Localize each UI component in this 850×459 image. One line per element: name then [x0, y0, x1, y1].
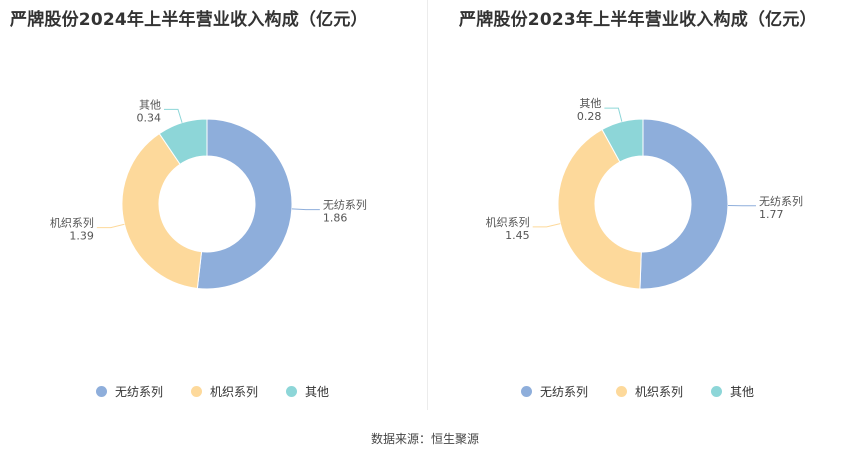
donut-slice-other[interactable] [158, 118, 208, 165]
slice-value-label-wufang: 1.77 [759, 208, 784, 221]
legend-item-wufang[interactable]: 无纺系列 [95, 383, 163, 400]
slice-category-label-jizhi: 机织系列 [486, 215, 530, 229]
slice-value-label-jizhi: 1.39 [69, 230, 94, 243]
leader-line-jizhi [532, 223, 561, 228]
legend-item-other[interactable]: 其他 [286, 383, 329, 400]
legend-label-jizhi: 机织系列 [209, 385, 258, 399]
legend-label-wufang: 无纺系列 [114, 385, 163, 399]
legend-item-other[interactable]: 其他 [711, 383, 754, 400]
legend-dot-jizhi [615, 386, 627, 397]
slice-category-label-wufang: 无纺系列 [323, 198, 367, 212]
slice-value-label-wufang: 1.86 [323, 212, 348, 225]
legend-item-jizhi[interactable]: 机织系列 [615, 383, 683, 400]
leader-line-other [163, 108, 183, 123]
slice-category-label-wufang: 无纺系列 [759, 194, 803, 208]
legend-dot-other [711, 386, 722, 397]
donut-slice-jizhi[interactable] [121, 132, 203, 290]
legend-2024: 无纺系列 机织系列 其他 [0, 383, 425, 400]
slice-category-label-jizhi: 机织系列 [50, 216, 94, 230]
chart-title-2024: 严牌股份2024年上半年营业收入构成（亿元） [10, 10, 368, 30]
data-source: 数据来源：恒生聚源 [370, 432, 479, 446]
legend-dot-jizhi [190, 386, 202, 397]
slice-value-label-other: 0.28 [577, 110, 602, 123]
legend-dot-other [286, 386, 297, 397]
chart-panel-2023: 严牌股份2023年上半年营业收入构成（亿元） 无纺系列 1.77 机织系列 1.45 其… [425, 0, 850, 410]
legend-label-jizhi: 机织系列 [634, 385, 683, 399]
chart-title-2023: 严牌股份2023年上半年营业收入构成（亿元） [459, 10, 817, 30]
slice-value-label-jizhi: 1.45 [505, 229, 530, 242]
slice-value-label-other: 0.34 [136, 111, 161, 124]
legend-dot-wufang [95, 386, 107, 397]
legend-label-other: 其他 [305, 385, 330, 399]
legend-label-wufang: 无纺系列 [539, 385, 588, 399]
legend-dot-wufang [520, 386, 532, 397]
chart-panel-2024: 严牌股份2024年上半年营业收入构成（亿元） 无纺系列 1.86 机织系列 1.39 其… [0, 0, 425, 410]
slice-category-label-other: 其他 [579, 97, 601, 110]
legend-2023: 无纺系列 机织系列 其他 [425, 383, 850, 400]
leader-line-wufang [291, 208, 320, 211]
panel-divider [427, 0, 428, 410]
legend-label-other: 其他 [730, 385, 755, 399]
legend-item-jizhi[interactable]: 机织系列 [190, 383, 258, 400]
donut-slice-wufang[interactable] [196, 118, 293, 290]
slice-category-label-other: 其他 [139, 98, 161, 111]
legend-item-wufang[interactable]: 无纺系列 [520, 383, 588, 400]
donut-slice-jizhi[interactable] [557, 128, 642, 290]
donut-slice-wufang[interactable] [639, 118, 729, 290]
donut-slice-other[interactable] [601, 118, 644, 163]
leader-line-other [604, 107, 623, 122]
leader-line-jizhi [96, 223, 125, 229]
